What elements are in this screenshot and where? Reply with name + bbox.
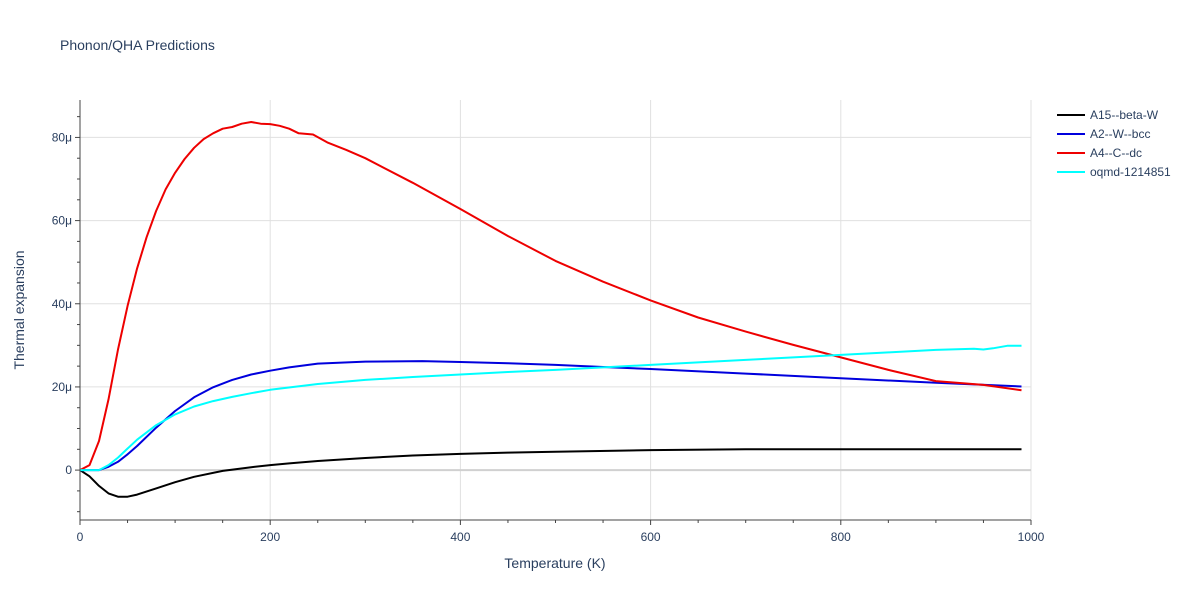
y-axis-label: Thermal expansion	[11, 250, 27, 369]
x-tick-label: 0	[77, 530, 84, 544]
legend-label: A15--beta-W	[1090, 108, 1159, 122]
x-tick-label: 400	[450, 530, 470, 544]
legend-label: oqmd-1214851	[1090, 165, 1171, 179]
x-tick-label: 200	[260, 530, 280, 544]
series-line-a2-w-bcc	[80, 360, 1022, 472]
y-tick-label: 80μ	[52, 130, 72, 144]
legend-item-a4-c-dc[interactable]: A4--C--dc	[1057, 146, 1142, 160]
legend-label: A4--C--dc	[1090, 146, 1142, 160]
y-tick-label: 40μ	[52, 297, 72, 311]
legend[interactable]: A15--beta-W A2--W--bcc A4--C--dc oqmd-12148…	[1057, 108, 1171, 179]
y-tick-label: 20μ	[52, 380, 72, 394]
legend-label: A2--W--bcc	[1090, 127, 1150, 141]
legend-item-a2-w-bcc[interactable]: A2--W--bcc	[1057, 127, 1150, 141]
x-tick-label: 800	[831, 530, 851, 544]
series-lines	[79, 121, 1022, 498]
series-line-a15-beta-w	[79, 448, 1022, 498]
y-tick-label: 0	[65, 463, 72, 477]
y-axis-ticks: 0 20μ 40μ 60μ 80μ	[52, 116, 80, 513]
axes	[79, 100, 1031, 521]
x-tick-label: 1000	[1018, 530, 1045, 544]
x-axis-label: Temperature (K)	[504, 555, 605, 571]
legend-item-oqmd-1214851[interactable]: oqmd-1214851	[1057, 165, 1171, 179]
y-tick-label: 60μ	[52, 214, 72, 228]
series-line-a4-c-dc	[79, 121, 1022, 471]
chart-title: Phonon/QHA Predictions	[60, 37, 215, 53]
series-line-oqmd-1214851	[80, 344, 1022, 472]
grid	[80, 100, 1032, 520]
legend-item-a15-beta-w[interactable]: A15--beta-W	[1057, 108, 1159, 122]
x-tick-label: 600	[641, 530, 661, 544]
x-axis-ticks: 0 200 400 600 800 1000	[77, 520, 1045, 544]
